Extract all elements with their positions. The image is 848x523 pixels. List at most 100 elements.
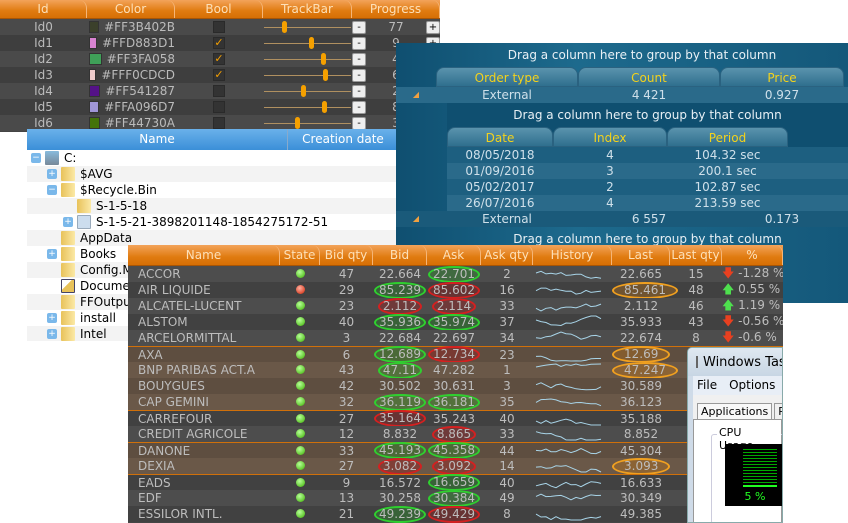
tree-item[interactable]: + Books: [27, 246, 399, 262]
tree-item[interactable]: + S-1-5-21-3898201148-1854275172-51: [27, 214, 399, 230]
tree-item[interactable]: + install: [27, 310, 399, 326]
tree-item[interactable]: S-1-5-18: [27, 198, 399, 214]
decrement-button[interactable]: -: [352, 84, 366, 98]
color-cell[interactable]: #FF44730A: [87, 116, 175, 130]
table-row[interactable]: Id1#FFD883D1✓-9+: [0, 35, 440, 51]
collapse-icon[interactable]: ◢: [412, 214, 420, 223]
table-row[interactable]: DEXIA 27 3.082 3.092 14 3.093: [128, 457, 783, 475]
col-order-type[interactable]: Order type: [436, 67, 578, 87]
trackbar[interactable]: [263, 67, 352, 83]
col-name[interactable]: Name: [27, 129, 288, 150]
trackbar[interactable]: [263, 35, 352, 51]
tree-item[interactable]: − $Recycle.Bin: [27, 182, 399, 198]
color-cell[interactable]: #FF541287: [87, 84, 175, 98]
color-cell[interactable]: #FFA096D7: [87, 100, 175, 114]
table-row[interactable]: Id3#FFF0CDCD✓-6+: [0, 67, 440, 83]
col-period[interactable]: Period: [667, 127, 788, 147]
col-trackbar[interactable]: TrackBar: [263, 0, 352, 18]
col-count[interactable]: Count: [578, 67, 720, 87]
bool-checkbox[interactable]: [213, 85, 225, 97]
tree-item[interactable]: AppData: [27, 230, 399, 246]
menu-file[interactable]: File: [697, 378, 718, 392]
decrement-button[interactable]: -: [352, 68, 366, 82]
col-history[interactable]: History: [533, 245, 612, 265]
table-row[interactable]: BOUYGUES 42 30.502 30.631 3 30.589: [128, 378, 783, 394]
trackbar-thumb[interactable]: [309, 37, 315, 49]
col-last[interactable]: Last: [612, 245, 670, 265]
color-cell[interactable]: #FFD883D1: [87, 36, 175, 50]
table-row[interactable]: ESSILOR INTL. 21 49.239 49.429 8 49.385: [128, 505, 783, 523]
table-row[interactable]: Id5#FFA096D7-8+: [0, 99, 440, 115]
bool-checkbox[interactable]: ✓: [213, 52, 225, 65]
trackbar-thumb[interactable]: [300, 85, 306, 97]
col-ask-qty[interactable]: Ask qty: [481, 245, 533, 265]
color-cell[interactable]: #FFF0CDCD: [87, 68, 175, 82]
col-index[interactable]: Index: [553, 127, 667, 147]
table-row[interactable]: CREDIT AGRICOLE 12 8.832 8.865 33 8.852: [128, 425, 783, 443]
expand-icon[interactable]: +: [47, 169, 57, 179]
col-bid-qty[interactable]: Bid qty: [320, 245, 373, 265]
expand-icon[interactable]: +: [47, 329, 57, 339]
table-row[interactable]: AXA 6 12.689 12.734 23 12.69: [128, 346, 783, 363]
table-row[interactable]: Id0 #FF3B402B - 77 +: [0, 19, 440, 35]
tree-item[interactable]: + $AVG: [27, 166, 399, 182]
table-row[interactable]: 05/02/2017 2 102.87 sec: [447, 179, 848, 195]
color-cell[interactable]: #FF3B402B: [87, 20, 175, 34]
increment-button[interactable]: +: [426, 20, 440, 34]
table-row[interactable]: ALSTOM 40 35.936 35.974 37 35.933 43 🡇 -0.56 %: [128, 313, 783, 331]
table-row[interactable]: CARREFOUR 27 35.164 35.243 40 35.188: [128, 410, 783, 427]
col-color[interactable]: Color: [87, 0, 175, 18]
trackbar-thumb[interactable]: [323, 69, 329, 81]
group-row[interactable]: ◢ External 4 421 0.927: [396, 87, 848, 103]
table-row[interactable]: AIR LIQUIDE 29 85.239 85.602 16 85.461 48 🡅 0.5…: [128, 281, 783, 299]
bool-checkbox[interactable]: [213, 101, 225, 113]
table-row[interactable]: Id4#FF541287-2+: [0, 83, 440, 99]
table-row[interactable]: Id2#FF3FA058✓-4+: [0, 51, 440, 67]
decrement-button[interactable]: -: [352, 100, 366, 114]
col-bool[interactable]: Bool: [175, 0, 263, 18]
bool-checkbox[interactable]: ✓: [213, 68, 225, 81]
col-id[interactable]: Id: [0, 0, 87, 18]
col-last-qty[interactable]: Last qty: [670, 245, 722, 265]
sub-group-panel[interactable]: Drag a column here to group by that colu…: [513, 108, 782, 122]
table-row[interactable]: EADS 9 16.572 16.659 40 16.633: [128, 474, 783, 491]
table-row[interactable]: EDF 13 30.258 30.384 49 30.349: [128, 489, 783, 507]
decrement-button[interactable]: -: [352, 20, 366, 34]
col-ask[interactable]: Ask: [427, 245, 481, 265]
expand-icon[interactable]: +: [63, 217, 73, 227]
tab-processes[interactable]: Processes: [774, 403, 782, 419]
trackbar[interactable]: [263, 115, 352, 131]
table-row[interactable]: 26/07/2016 4 213.59 sec: [447, 195, 848, 211]
col-creation-date[interactable]: Creation date: [288, 129, 399, 150]
table-row[interactable]: BNP PARIBAS ACT.A 43 47.11 47.282 1 47.247: [128, 361, 783, 379]
col-date[interactable]: Date: [447, 127, 553, 147]
tab-applications[interactable]: Applications: [697, 403, 773, 419]
trackbar-thumb[interactable]: [320, 53, 326, 65]
collapse-icon[interactable]: −: [31, 153, 41, 163]
expand-icon[interactable]: +: [47, 249, 57, 259]
table-row[interactable]: Id6#FF44730A-3+: [0, 115, 440, 131]
group-panel[interactable]: Drag a column here to group by that colu…: [507, 48, 777, 62]
col-progress[interactable]: Progress: [352, 0, 440, 18]
menu-options[interactable]: Options: [729, 378, 776, 392]
trackbar[interactable]: [263, 51, 352, 67]
color-cell[interactable]: #FF3FA058: [87, 52, 175, 66]
trackbar[interactable]: [263, 19, 352, 35]
trackbar-thumb[interactable]: [282, 21, 288, 33]
collapse-icon[interactable]: −: [47, 185, 57, 195]
title-bar[interactable]: Windows Task Manager: [688, 348, 782, 376]
trackbar[interactable]: [263, 99, 352, 115]
sub-group-panel[interactable]: Drag a column here to group by that colu…: [513, 232, 782, 246]
col-name[interactable]: Name: [128, 245, 280, 265]
col-state[interactable]: State: [280, 245, 320, 265]
col-bid[interactable]: Bid: [373, 245, 427, 265]
trackbar-thumb[interactable]: [294, 117, 300, 129]
trackbar[interactable]: [263, 83, 352, 99]
decrement-button[interactable]: -: [352, 116, 366, 130]
table-row[interactable]: ARCELORMITTAL 3 22.684 22.697 34 22.674 8 🡇 -0.…: [128, 330, 783, 346]
table-row[interactable]: ALCATEL-LUCENT 23 2.112 2.114 33 2.112 46 🡅 1.1…: [128, 297, 783, 315]
decrement-button[interactable]: -: [352, 36, 366, 50]
trackbar-thumb[interactable]: [321, 101, 327, 113]
table-row[interactable]: 08/05/2018 4 104.32 sec: [447, 147, 848, 163]
table-row[interactable]: ACCOR 47 22.664 22.701 2 22.665 15 🡇 -1.28 %: [128, 265, 783, 283]
